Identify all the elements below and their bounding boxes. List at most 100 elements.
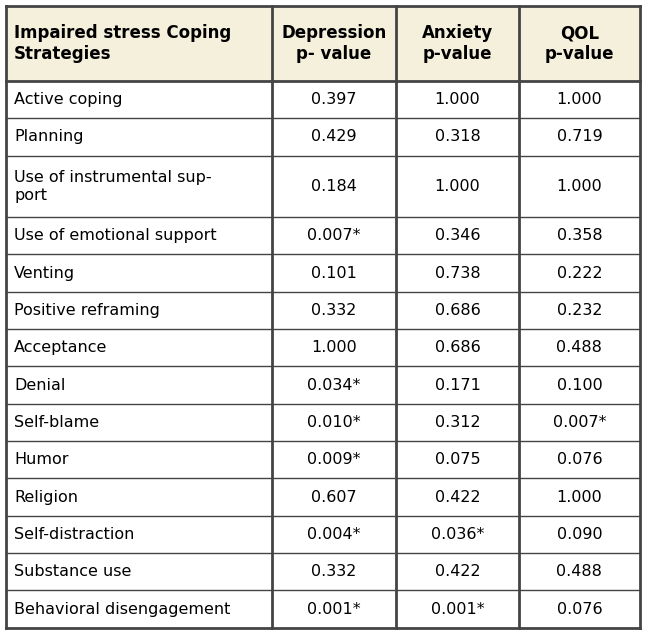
- Bar: [273, 479, 396, 515]
- Text: 0.007*: 0.007*: [552, 415, 606, 430]
- Text: Use of emotional support: Use of emotional support: [14, 228, 217, 243]
- Text: 0.422: 0.422: [435, 489, 481, 505]
- Text: 1.000: 1.000: [556, 92, 602, 107]
- Bar: [519, 553, 640, 590]
- Bar: [519, 590, 640, 628]
- Bar: [396, 441, 519, 479]
- Text: 0.397: 0.397: [311, 92, 357, 107]
- Text: 0.076: 0.076: [557, 602, 602, 616]
- Bar: [6, 404, 273, 441]
- Text: 0.332: 0.332: [311, 303, 357, 318]
- Text: QOL
p-value: QOL p-value: [545, 24, 614, 63]
- Bar: [519, 515, 640, 553]
- Bar: [519, 404, 640, 441]
- Text: 0.007*: 0.007*: [307, 228, 361, 243]
- Text: 0.009*: 0.009*: [307, 452, 361, 467]
- Bar: [396, 155, 519, 217]
- Bar: [519, 366, 640, 404]
- Text: 0.607: 0.607: [311, 489, 357, 505]
- Bar: [396, 404, 519, 441]
- Text: 1.000: 1.000: [311, 340, 357, 355]
- Bar: [519, 155, 640, 217]
- Bar: [519, 81, 640, 119]
- Bar: [6, 81, 273, 119]
- Bar: [273, 81, 396, 119]
- Bar: [6, 515, 273, 553]
- Text: Active coping: Active coping: [14, 92, 123, 107]
- Text: 0.422: 0.422: [435, 564, 481, 579]
- Text: Acceptance: Acceptance: [14, 340, 108, 355]
- Bar: [519, 217, 640, 254]
- Text: Religion: Religion: [14, 489, 78, 505]
- Bar: [273, 254, 396, 292]
- Bar: [273, 292, 396, 329]
- Text: 0.686: 0.686: [435, 303, 481, 318]
- Text: 0.100: 0.100: [556, 378, 602, 392]
- Text: 0.090: 0.090: [557, 527, 602, 542]
- Text: Impaired stress Coping
Strategies: Impaired stress Coping Strategies: [14, 24, 231, 63]
- Bar: [396, 329, 519, 366]
- Text: 0.488: 0.488: [556, 340, 602, 355]
- Bar: [273, 329, 396, 366]
- Bar: [273, 515, 396, 553]
- Bar: [519, 441, 640, 479]
- Bar: [6, 119, 273, 155]
- Text: 0.076: 0.076: [557, 452, 602, 467]
- Bar: [273, 217, 396, 254]
- Bar: [273, 6, 396, 81]
- Bar: [6, 479, 273, 515]
- Bar: [273, 441, 396, 479]
- Text: Self-blame: Self-blame: [14, 415, 99, 430]
- Text: 0.184: 0.184: [311, 179, 357, 194]
- Bar: [6, 329, 273, 366]
- Bar: [273, 155, 396, 217]
- Text: Positive reframing: Positive reframing: [14, 303, 160, 318]
- Bar: [396, 254, 519, 292]
- Text: 0.075: 0.075: [435, 452, 481, 467]
- Bar: [6, 292, 273, 329]
- Text: 0.001*: 0.001*: [431, 602, 484, 616]
- Bar: [519, 119, 640, 155]
- Bar: [273, 553, 396, 590]
- Text: Use of instrumental sup-
port: Use of instrumental sup- port: [14, 170, 212, 203]
- Bar: [273, 119, 396, 155]
- Text: 0.010*: 0.010*: [307, 415, 361, 430]
- Bar: [273, 590, 396, 628]
- Text: 0.738: 0.738: [435, 266, 481, 281]
- Text: 1.000: 1.000: [556, 179, 602, 194]
- Bar: [396, 217, 519, 254]
- Bar: [519, 329, 640, 366]
- Bar: [396, 292, 519, 329]
- Bar: [6, 553, 273, 590]
- Text: 0.171: 0.171: [435, 378, 481, 392]
- Text: Substance use: Substance use: [14, 564, 132, 579]
- Text: Venting: Venting: [14, 266, 76, 281]
- Bar: [396, 119, 519, 155]
- Text: Planning: Planning: [14, 129, 84, 145]
- Text: 0.358: 0.358: [557, 228, 602, 243]
- Text: 0.036*: 0.036*: [431, 527, 484, 542]
- Bar: [6, 155, 273, 217]
- Text: 1.000: 1.000: [435, 92, 481, 107]
- Text: 0.429: 0.429: [311, 129, 357, 145]
- Bar: [519, 254, 640, 292]
- Bar: [396, 6, 519, 81]
- Text: Anxiety
p-value: Anxiety p-value: [422, 24, 493, 63]
- Text: 1.000: 1.000: [435, 179, 481, 194]
- Text: Humor: Humor: [14, 452, 68, 467]
- Text: 0.222: 0.222: [557, 266, 602, 281]
- Text: 0.318: 0.318: [435, 129, 481, 145]
- Bar: [396, 515, 519, 553]
- Text: 0.312: 0.312: [435, 415, 481, 430]
- Text: 0.101: 0.101: [311, 266, 357, 281]
- Bar: [396, 479, 519, 515]
- Text: Self-distraction: Self-distraction: [14, 527, 134, 542]
- Bar: [273, 366, 396, 404]
- Bar: [6, 441, 273, 479]
- Bar: [6, 590, 273, 628]
- Text: 0.034*: 0.034*: [307, 378, 360, 392]
- Text: 1.000: 1.000: [556, 489, 602, 505]
- Bar: [519, 479, 640, 515]
- Bar: [396, 366, 519, 404]
- Bar: [6, 254, 273, 292]
